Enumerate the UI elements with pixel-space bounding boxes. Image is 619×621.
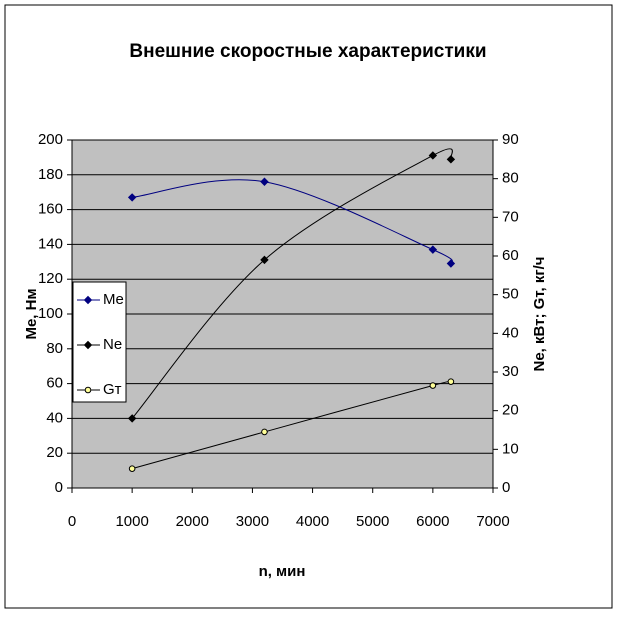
data-point	[260, 177, 269, 186]
y2-tick-label: 20	[502, 402, 519, 419]
x-tick-label: 6000	[416, 513, 449, 530]
y2-tick-label: 80	[502, 170, 519, 187]
x-tick-label: 0	[68, 513, 76, 530]
legend-marker	[84, 386, 92, 394]
y2-tick-label: 40	[502, 324, 519, 341]
y-tick-label: 140	[38, 235, 63, 252]
y-tick-label: 180	[38, 166, 63, 183]
data-point	[128, 465, 136, 472]
data-point	[447, 378, 455, 385]
x-tick-label: 5000	[356, 513, 389, 530]
x-tick-label: 1000	[115, 513, 148, 530]
data-point	[260, 255, 269, 265]
y-tick-label: 200	[38, 131, 63, 148]
legend-marker	[83, 340, 93, 350]
data-point	[127, 193, 137, 202]
data-point	[428, 151, 438, 160]
data-point	[429, 382, 437, 389]
x-tick-label: 3000	[236, 513, 269, 530]
data-point	[428, 245, 438, 254]
legend-label: Ne	[103, 336, 122, 353]
y-tick-label: 60	[46, 375, 63, 392]
y2-tick-label: 0	[502, 479, 510, 496]
y2-tick-label: 30	[502, 363, 519, 380]
legend-label: Me	[103, 291, 124, 308]
y2-tick-label: 90	[502, 131, 519, 148]
series-line	[131, 148, 453, 419]
x-tick-label: 2000	[176, 513, 209, 530]
y-tick-label: 100	[38, 305, 63, 322]
y-axis-label: Ме, Нм	[23, 288, 40, 339]
chart-title: Внешние скоростные характеристики	[129, 41, 486, 62]
y2-tick-label: 60	[502, 247, 519, 264]
series-line	[132, 179, 453, 264]
data-point	[446, 155, 456, 164]
legend-marker	[83, 295, 93, 305]
x-tick-label: 4000	[296, 513, 329, 530]
y-tick-label: 160	[38, 201, 63, 218]
x-axis-label: n, мин	[259, 563, 306, 580]
y2-tick-label: 50	[502, 286, 519, 303]
x-tick-label: 7000	[476, 513, 509, 530]
y2-tick-label: 10	[502, 440, 519, 457]
y-tick-label: 80	[46, 340, 63, 357]
data-point	[127, 414, 137, 423]
data-point	[446, 259, 456, 268]
y-tick-label: 0	[55, 479, 63, 496]
y2-tick-label: 70	[502, 208, 519, 225]
legend-label: Gт	[103, 381, 122, 398]
y2-axis-label: Nе, кВт; Gт, кг/ч	[531, 256, 548, 371]
legend	[72, 281, 127, 403]
data-point	[261, 428, 268, 436]
y-tick-label: 40	[46, 409, 63, 426]
y-tick-label: 120	[38, 270, 63, 287]
y-tick-label: 20	[46, 444, 63, 461]
